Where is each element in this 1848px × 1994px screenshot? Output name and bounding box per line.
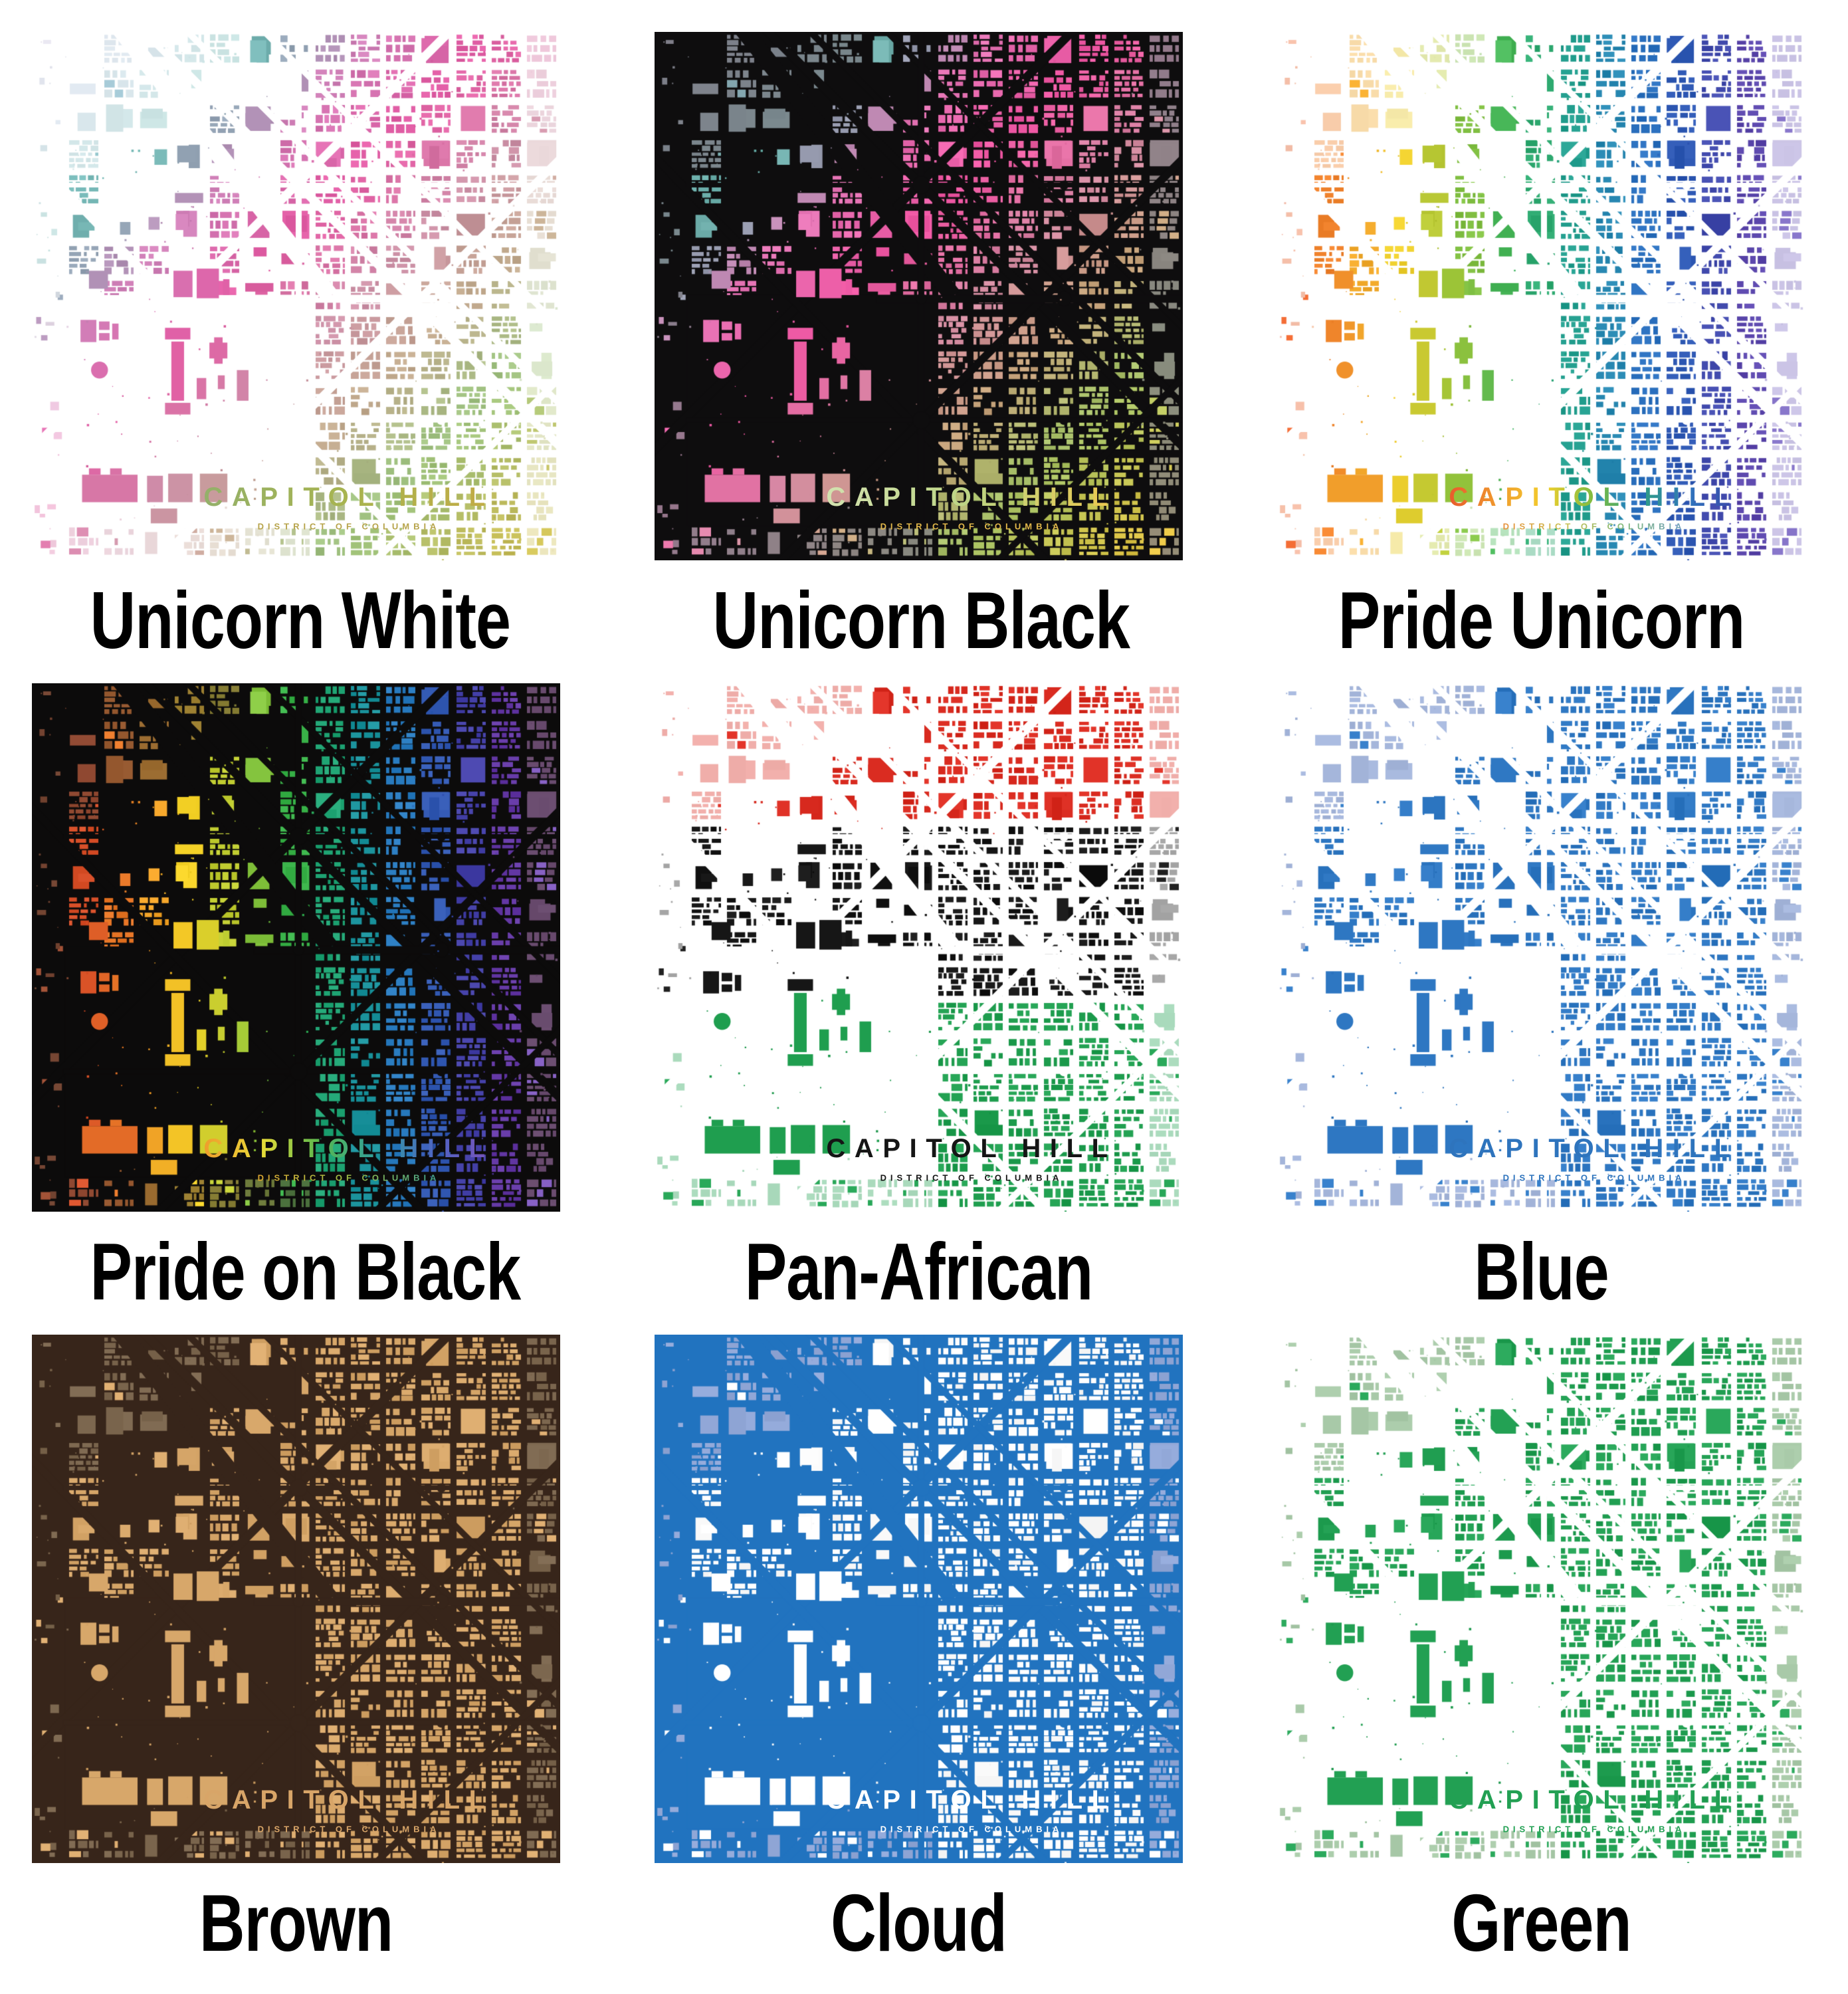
variant-label: Pan-African	[744, 1226, 1094, 1317]
variant-label: Pride Unicorn	[1338, 575, 1746, 665]
map-subtitle: DISTRICT OF COLUMBIA	[1502, 521, 1686, 532]
map-title: CAPITOL HILL	[1449, 1785, 1740, 1815]
map-tile-unicorn-white: CAPITOL HILL DISTRICT OF COLUMBIA	[32, 32, 560, 560]
map-title: CAPITOL HILL	[1449, 482, 1740, 512]
map-preview-canvas	[32, 683, 560, 1212]
variant-label: Cloud	[831, 1878, 1007, 1968]
map-subtitle: DISTRICT OF COLUMBIA	[257, 521, 441, 532]
map-title: CAPITOL HILL	[1449, 1133, 1740, 1163]
map-subtitle: DISTRICT OF COLUMBIA	[1502, 1824, 1686, 1834]
map-preview-canvas	[32, 1335, 560, 1863]
variant-cell-cloud: CAPITOL HILL DISTRICT OF COLUMBIA Cloud	[655, 1335, 1183, 1986]
variant-cell-pan-african: CAPITOL HILL DISTRICT OF COLUMBIA Pan-Af…	[655, 683, 1183, 1335]
variant-cell-unicorn-black: CAPITOL HILL DISTRICT OF COLUMBIA Unicor…	[655, 32, 1183, 683]
map-title: CAPITOL HILL	[826, 1785, 1117, 1815]
map-preview-canvas	[655, 1335, 1183, 1863]
map-subtitle: DISTRICT OF COLUMBIA	[257, 1172, 441, 1183]
variant-cell-brown: CAPITOL HILL DISTRICT OF COLUMBIA Brown	[32, 1335, 560, 1986]
map-preview-canvas	[1277, 1335, 1805, 1863]
variant-cell-blue: CAPITOL HILL DISTRICT OF COLUMBIA Blue	[1277, 683, 1805, 1335]
map-preview-canvas	[1277, 32, 1805, 560]
map-tile-blue: CAPITOL HILL DISTRICT OF COLUMBIA	[1277, 683, 1805, 1212]
variant-label: Brown	[199, 1878, 393, 1968]
variant-label: Unicorn Black	[712, 575, 1130, 665]
variant-label: Unicorn White	[90, 575, 511, 665]
variant-cell-pride-on-black: CAPITOL HILL DISTRICT OF COLUMBIA Pride …	[32, 683, 560, 1335]
map-tile-pan-african: CAPITOL HILL DISTRICT OF COLUMBIA	[655, 683, 1183, 1212]
map-tile-cloud: CAPITOL HILL DISTRICT OF COLUMBIA	[655, 1335, 1183, 1863]
map-subtitle: DISTRICT OF COLUMBIA	[880, 1172, 1063, 1183]
map-title: CAPITOL HILL	[203, 1785, 494, 1815]
variant-label: Blue	[1474, 1226, 1609, 1317]
variant-label: Pride on Black	[90, 1226, 521, 1317]
map-title: CAPITOL HILL	[826, 1133, 1117, 1163]
map-title: CAPITOL HILL	[826, 482, 1117, 512]
map-title: CAPITOL HILL	[203, 482, 494, 512]
map-preview-canvas	[655, 683, 1183, 1212]
map-preview-canvas	[32, 32, 560, 560]
map-subtitle: DISTRICT OF COLUMBIA	[257, 1824, 441, 1834]
map-preview-canvas	[655, 32, 1183, 560]
map-subtitle: DISTRICT OF COLUMBIA	[880, 521, 1063, 532]
variant-cell-green: CAPITOL HILL DISTRICT OF COLUMBIA Green	[1277, 1335, 1805, 1986]
map-tile-brown: CAPITOL HILL DISTRICT OF COLUMBIA	[32, 1335, 560, 1863]
variant-cell-pride-unicorn: CAPITOL HILL DISTRICT OF COLUMBIA Pride …	[1277, 32, 1805, 683]
map-title: CAPITOL HILL	[203, 1133, 494, 1163]
variant-cell-unicorn-white: CAPITOL HILL DISTRICT OF COLUMBIA Unicor…	[32, 32, 560, 683]
map-tile-pride-unicorn: CAPITOL HILL DISTRICT OF COLUMBIA	[1277, 32, 1805, 560]
map-tile-pride-on-black: CAPITOL HILL DISTRICT OF COLUMBIA	[32, 683, 560, 1212]
map-preview-canvas	[1277, 683, 1805, 1212]
map-subtitle: DISTRICT OF COLUMBIA	[880, 1824, 1063, 1834]
map-subtitle: DISTRICT OF COLUMBIA	[1502, 1172, 1686, 1183]
map-tile-green: CAPITOL HILL DISTRICT OF COLUMBIA	[1277, 1335, 1805, 1863]
variant-label: Green	[1451, 1878, 1631, 1968]
map-tile-unicorn-black: CAPITOL HILL DISTRICT OF COLUMBIA	[655, 32, 1183, 560]
